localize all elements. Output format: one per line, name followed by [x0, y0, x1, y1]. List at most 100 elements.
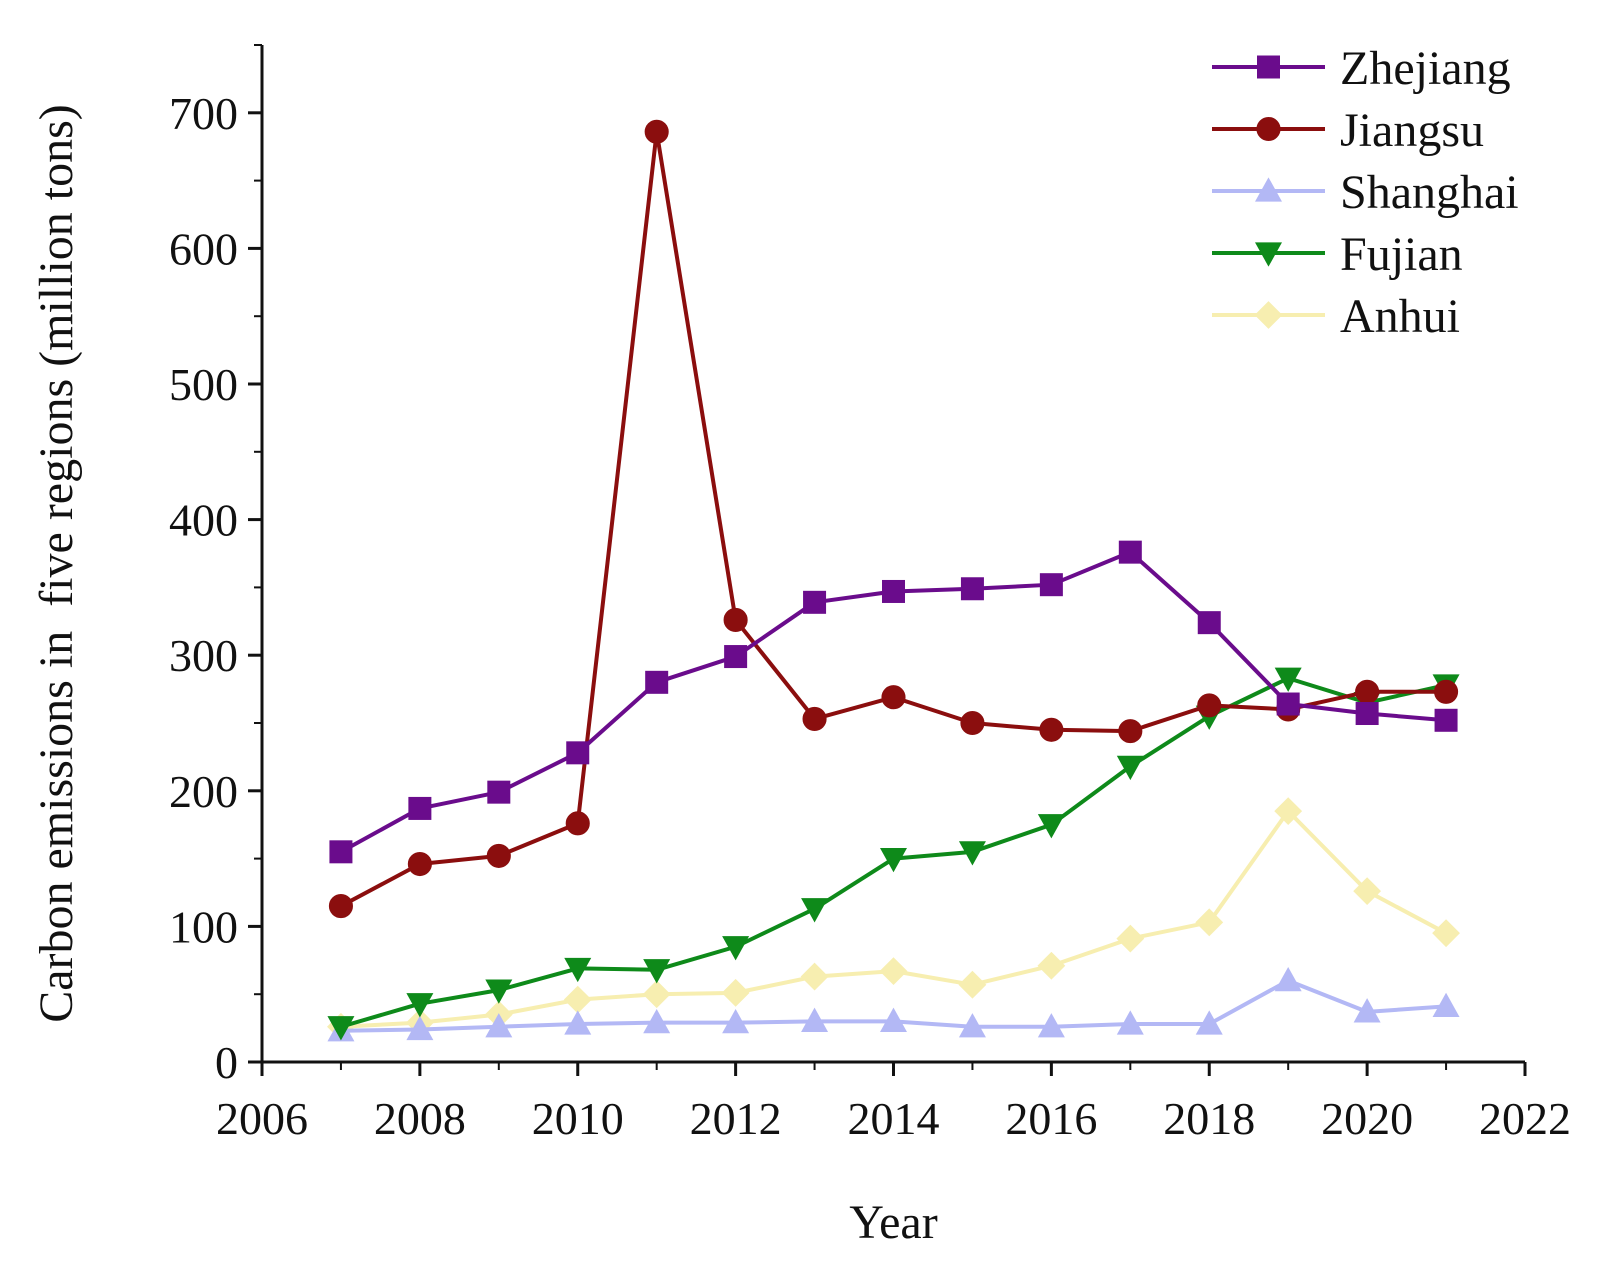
data-point-zhejiang	[408, 796, 432, 820]
legend-label-fujian: Fujian	[1340, 228, 1463, 281]
data-point-jiangsu	[1118, 719, 1143, 744]
data-point-fujian	[406, 993, 434, 1018]
x-tick-label: 2016	[1005, 1093, 1097, 1144]
data-point-anhui	[563, 985, 592, 1014]
data-point-jiangsu	[802, 706, 827, 731]
legend-label-jiangsu: Jiangsu	[1340, 104, 1484, 157]
data-point-jiangsu	[486, 843, 511, 868]
x-tick-label: 2006	[216, 1093, 308, 1144]
data-point-shanghai	[1116, 1010, 1144, 1035]
data-point-zhejiang	[1355, 702, 1379, 726]
data-point-jiangsu	[881, 685, 906, 710]
y-tick-label: 500	[169, 359, 238, 410]
data-point-fujian	[564, 957, 592, 983]
data-point-zhejiang	[1197, 611, 1221, 635]
data-point-shanghai	[1195, 1010, 1223, 1035]
data-point-jiangsu	[328, 894, 353, 919]
data-point-anhui	[721, 978, 750, 1007]
data-point-shanghai	[643, 1008, 671, 1034]
data-point-fujian	[722, 936, 750, 961]
x-tick-label: 2018	[1163, 1093, 1255, 1144]
data-point-jiangsu	[1355, 679, 1380, 704]
data-point-anhui	[1353, 877, 1382, 906]
data-point-zhejiang	[882, 579, 905, 603]
legend-marker-fujian	[1255, 242, 1282, 267]
y-tick-label: 0	[215, 1037, 238, 1088]
legend-label-zhejiang: Zhejiang	[1340, 42, 1511, 95]
legend-marker-shanghai	[1255, 177, 1282, 202]
data-point-zhejiang	[329, 840, 353, 864]
data-point-jiangsu	[723, 607, 748, 632]
data-point-anhui	[1116, 924, 1145, 953]
data-point-zhejiang	[803, 590, 827, 614]
x-tick-label: 2022	[1479, 1093, 1571, 1144]
data-point-fujian	[880, 847, 907, 873]
data-point-shanghai	[1274, 966, 1302, 992]
data-point-fujian	[1116, 755, 1144, 781]
legend-item-shanghai: Shanghai	[1212, 166, 1519, 219]
legend-marker-anhui	[1254, 301, 1283, 329]
y-tick-label: 600	[169, 223, 238, 274]
data-point-anhui	[1432, 919, 1460, 948]
data-point-jiangsu	[565, 811, 590, 836]
axes	[260, 45, 1525, 1064]
data-point-shanghai	[722, 1008, 750, 1034]
data-point-shanghai	[406, 1015, 434, 1041]
data-point-anhui	[958, 970, 987, 999]
data-point-fujian	[643, 959, 671, 984]
y-axis-ticks: 0 100 200 300 400 500 600 700	[169, 44, 262, 1088]
data-point-shanghai	[1037, 1013, 1065, 1038]
series-layer	[327, 119, 1460, 1042]
data-point-shanghai	[801, 1007, 829, 1032]
data-point-jiangsu	[1197, 693, 1222, 718]
y-tick-label: 200	[169, 766, 238, 817]
legend-marker-zhejiang	[1257, 55, 1280, 79]
series-anhui	[327, 797, 1460, 1041]
data-point-fujian	[485, 979, 513, 1004]
y-tick-label: 100	[169, 901, 238, 952]
x-tick-label: 2014	[848, 1093, 940, 1144]
data-point-anhui	[1274, 797, 1303, 826]
data-point-anhui	[1195, 908, 1224, 937]
legend-label-shanghai: Shanghai	[1340, 166, 1519, 219]
data-point-anhui	[800, 962, 829, 991]
data-point-zhejiang	[960, 577, 984, 601]
data-point-zhejiang	[566, 741, 590, 765]
data-point-shanghai	[1353, 998, 1381, 1023]
legend-label-anhui: Anhui	[1340, 290, 1460, 343]
series-zhejiang	[329, 540, 1458, 864]
series-line-anhui	[340, 809, 1448, 1029]
legend: Zhejiang Jiangsu Shanghai Fujian Anhui	[1212, 42, 1519, 343]
series-shanghai	[327, 966, 1460, 1042]
legend-item-anhui: Anhui	[1212, 290, 1460, 343]
x-tick-label: 2010	[532, 1093, 624, 1144]
data-point-zhejiang	[1276, 692, 1300, 716]
data-point-fujian	[958, 841, 986, 866]
data-point-shanghai	[564, 1010, 592, 1035]
legend-item-zhejiang: Zhejiang	[1212, 42, 1511, 95]
data-point-shanghai	[958, 1013, 986, 1038]
data-point-fujian	[327, 1016, 355, 1041]
data-point-anhui	[879, 957, 908, 986]
data-point-shanghai	[485, 1013, 513, 1038]
data-point-zhejiang	[1434, 708, 1458, 732]
x-axis-ticks: 2006 2008 2010 2012 2014 2016 2018 2020 2022	[216, 1062, 1571, 1144]
data-point-fujian	[1274, 667, 1302, 692]
series-jiangsu	[328, 119, 1459, 919]
legend-item-jiangsu: Jiangsu	[1212, 104, 1484, 157]
data-point-jiangsu	[1434, 679, 1459, 704]
data-point-zhejiang	[1039, 573, 1063, 597]
y-tick-label: 700	[169, 88, 238, 139]
data-point-shanghai	[880, 1007, 907, 1032]
data-point-zhejiang	[645, 670, 669, 694]
data-point-jiangsu	[644, 119, 669, 144]
y-tick-label: 400	[169, 495, 238, 546]
x-tick-label: 2020	[1321, 1093, 1413, 1144]
data-point-shanghai	[1432, 992, 1460, 1018]
data-point-jiangsu	[960, 710, 985, 736]
data-point-fujian	[801, 898, 829, 923]
legend-marker-jiangsu	[1256, 116, 1281, 142]
data-point-anhui	[642, 980, 671, 1009]
data-point-zhejiang	[1118, 540, 1142, 564]
